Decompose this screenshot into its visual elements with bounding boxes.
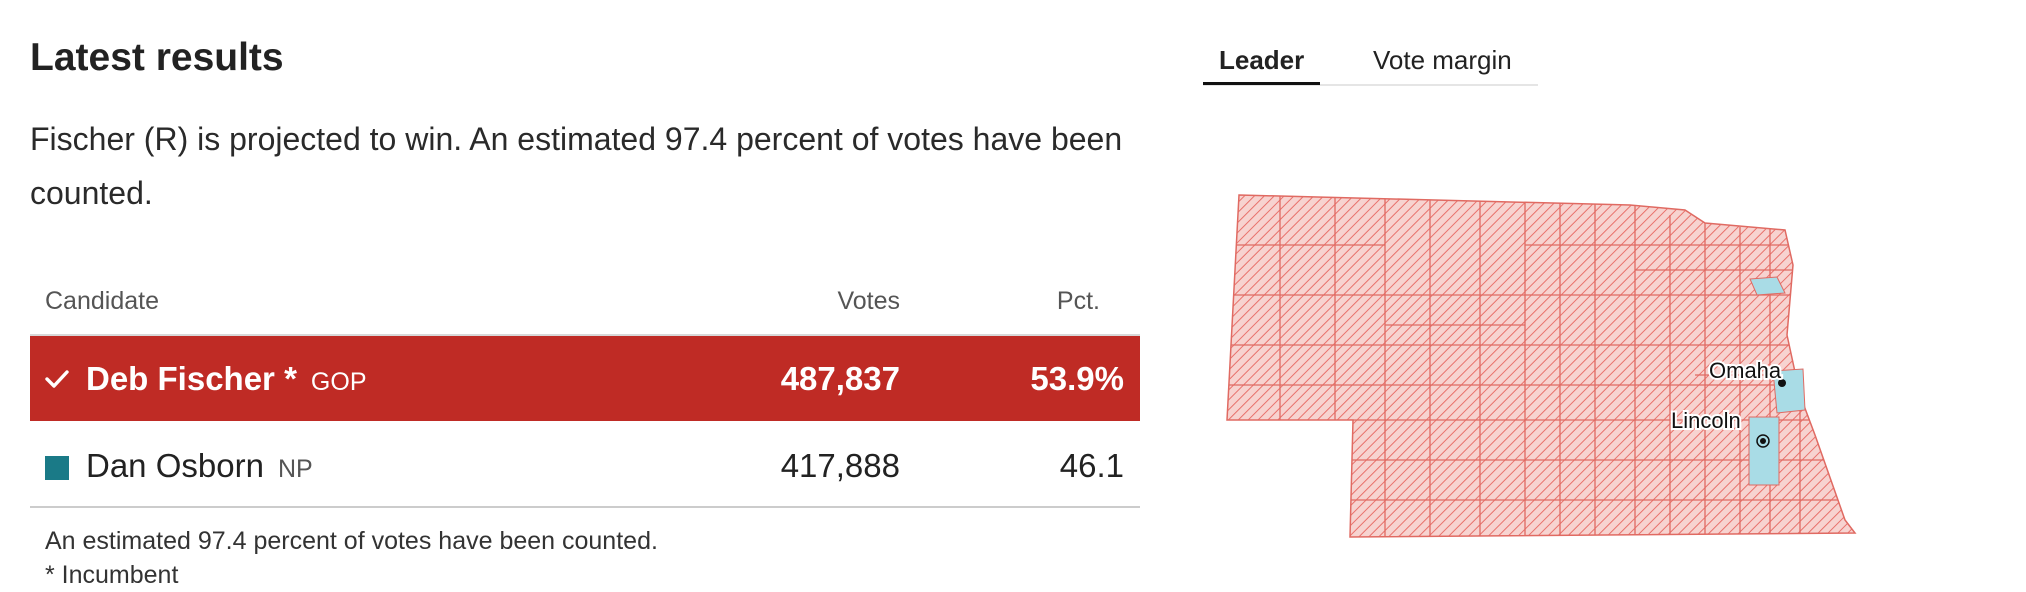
pct-header: Pct. — [1056, 287, 1100, 315]
city-label-lincoln: Lincoln — [1671, 408, 1741, 433]
results-table-header: Candidate Votes Pct. — [30, 282, 1140, 336]
city-dot-icon — [1778, 379, 1786, 387]
city-label-omaha: Omaha — [1709, 358, 1782, 383]
county-osborn-lead-lincoln — [1748, 416, 1780, 486]
candidate-votes: 417,888 — [780, 447, 900, 484]
candidate-name: Deb Fischer * GOP — [86, 336, 367, 421]
party-label: NP — [277, 455, 313, 483]
table-row-winner: Deb Fischer * GOP 487,837 53.9% — [30, 336, 1140, 421]
tab-vote-margin[interactable]: Vote margin — [1373, 45, 1512, 75]
candidate-header: Candidate — [45, 287, 159, 315]
candidate-votes: 487,837 — [780, 360, 900, 397]
candidate-name-text: Deb Fischer * — [86, 360, 297, 397]
candidate-pct: 53.9% — [1030, 360, 1124, 397]
county-osborn-lead-north — [1749, 276, 1786, 296]
results-summary: Fischer (R) is projected to win. An esti… — [30, 121, 1123, 211]
county-results-map: Omaha Lincoln — [1226, 194, 1857, 538]
map-view-tabs: Leader Vote margin — [1203, 40, 1538, 86]
candidate-name: Dan Osborn NP — [86, 423, 313, 508]
party-label: GOP — [310, 368, 367, 396]
county-borders — [1227, 195, 1845, 537]
candidate-pct: 46.1 — [1059, 447, 1124, 484]
checkmark-icon — [45, 336, 73, 421]
city-dot-icon — [1760, 438, 1766, 444]
results-title: Latest results — [30, 36, 284, 79]
table-row: Dan Osborn NP 417,888 46.1 — [30, 423, 1140, 508]
incumbent-note: * Incumbent — [45, 561, 179, 589]
candidate-name-text: Dan Osborn — [86, 447, 264, 484]
party-color-swatch — [45, 456, 69, 480]
counted-note: An estimated 97.4 percent of votes have … — [45, 527, 658, 555]
tab-leader[interactable]: Leader — [1203, 40, 1321, 85]
votes-header: Votes — [837, 287, 900, 315]
city-dot-icon — [1756, 434, 1770, 448]
